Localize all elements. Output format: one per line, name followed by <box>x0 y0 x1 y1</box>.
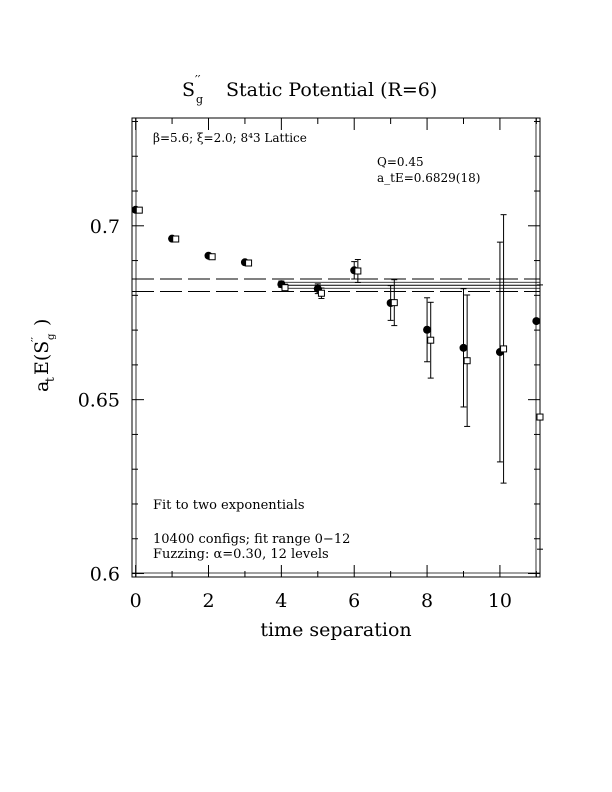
x-tick-label: 2 <box>202 590 214 612</box>
data-point-square <box>135 206 143 214</box>
ylabel-t-sub: t <box>43 377 57 382</box>
x-tick-label: 10 <box>488 590 512 612</box>
y-tick-label: 0.65 <box>78 390 120 412</box>
ylabel-close: ) <box>31 319 53 326</box>
data-point-circle <box>459 343 468 352</box>
data-point-square <box>500 345 508 353</box>
data-point-circle <box>532 317 541 326</box>
plot-area: 0 2 4 6 8 10 0.6 0.65 0.7 <box>78 117 544 612</box>
q-annotation: Q=0.45 <box>377 155 424 169</box>
title-subscript: g <box>196 93 203 106</box>
data-point-square <box>245 259 253 267</box>
data-point-square <box>463 357 471 365</box>
chart-title: S ′′ g Static Potential (R=6) <box>182 73 437 106</box>
energy-annotation: a_tE=0.6829(18) <box>377 171 480 185</box>
y-tick-label: 0.7 <box>90 216 120 238</box>
y-tick-label: 0.6 <box>90 564 120 586</box>
lattice-annotation: β=5.6; ξ=2.0; 8⁴3 Lattice <box>153 131 307 145</box>
fuzzing-annotation: Fuzzing: α=0.30, 12 levels <box>153 547 329 562</box>
title-main: S <box>182 79 195 101</box>
data-point-square <box>354 267 362 275</box>
fit-annotation: Fit to two exponentials <box>153 498 305 513</box>
ylabel-e-part: E(S <box>31 341 53 375</box>
x-tick-label: 4 <box>275 590 287 612</box>
data-point-square <box>427 336 435 344</box>
ylabel-prime: ′′ <box>29 337 42 342</box>
x-tick-label: 0 <box>130 590 142 612</box>
configs-annotation: 10400 configs; fit range 0−12 <box>153 532 350 547</box>
data-point-square <box>172 235 180 243</box>
data-point-square <box>208 253 216 261</box>
x-tick-label: 6 <box>348 590 360 612</box>
x-axis-label: time separation <box>260 619 411 641</box>
data-point-square <box>317 289 325 297</box>
ylabel-g-sub: g <box>46 333 57 340</box>
data-point-square <box>390 299 398 307</box>
data-point-circle <box>423 325 432 334</box>
y-axis-label: a t E(S ′′ g ) <box>29 319 57 392</box>
ylabel-a: a <box>31 381 53 392</box>
data-point-square <box>281 284 289 292</box>
title-rest: Static Potential (R=6) <box>226 79 437 101</box>
x-tick-label: 8 <box>421 590 433 612</box>
data-point-square <box>536 413 544 421</box>
title-superscript: ′′ <box>195 73 201 87</box>
